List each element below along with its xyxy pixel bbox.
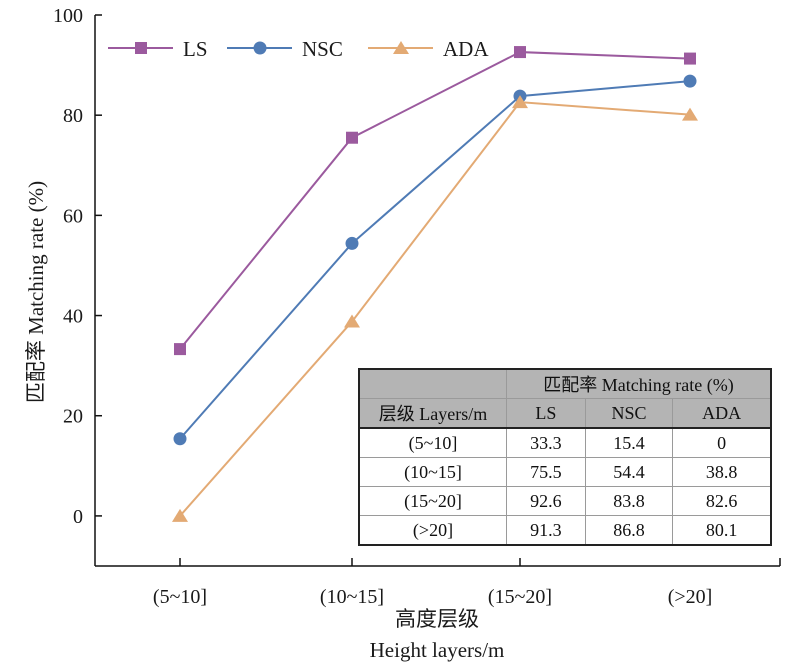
data-point-triangle	[344, 314, 360, 328]
table-cell: 15.4	[584, 427, 674, 458]
table-col-header: ADA	[672, 398, 772, 429]
data-point-triangle	[172, 508, 188, 522]
legend-item-nsc: NSC	[227, 37, 343, 61]
table-cell: 83.8	[584, 486, 674, 516]
series-line	[179, 101, 691, 517]
table-cell: 0	[672, 427, 772, 458]
series-line	[179, 80, 691, 440]
data-point-circle	[173, 432, 187, 446]
table-cell: 80.1	[672, 515, 772, 546]
table-row-label: (5~10]	[358, 427, 507, 458]
data-point-circle	[683, 74, 697, 88]
legend-label: NSC	[302, 37, 343, 61]
table-row: (10~15] 75.5 54.4 38.8	[358, 457, 772, 487]
x-tick-label: (5~10]	[153, 586, 207, 608]
table-cell: 38.8	[672, 457, 772, 487]
table-row: (>20] 91.3 86.8 80.1	[358, 515, 772, 546]
table-col-header: NSC	[584, 398, 674, 429]
table-cell: 33.3	[506, 427, 586, 458]
series-line	[179, 51, 691, 350]
table-col-header: LS	[506, 398, 586, 429]
legend: LS NSC ADA	[108, 37, 489, 61]
legend-item-ada: ADA	[368, 37, 489, 61]
y-tick-label: 20	[63, 406, 83, 428]
y-tick-label: 100	[53, 5, 83, 27]
series-ls	[174, 46, 696, 356]
y-ticks: 0 20 40 60 80 100	[53, 5, 102, 528]
x-ticks: (5~10] (10~15] (15~20] (>20]	[153, 558, 712, 608]
table-row-label: (15~20]	[358, 486, 507, 516]
data-point-circle	[345, 236, 359, 250]
table-column-header-row: 层级 Layers/m LS NSC ADA	[358, 398, 772, 429]
table-row-header: 层级 Layers/m	[358, 398, 507, 429]
table-group-header: 匹配率 Matching rate (%)	[506, 368, 772, 399]
legend-marker-triangle	[393, 41, 409, 54]
series-ada	[172, 95, 698, 522]
table-cell: 92.6	[506, 486, 586, 516]
x-tick-label: (>20]	[668, 586, 713, 608]
legend-label: LS	[183, 37, 208, 61]
data-point-square	[684, 52, 696, 65]
series-nsc	[173, 74, 697, 446]
axes	[94, 15, 781, 567]
legend-item-ls: LS	[108, 37, 208, 61]
series-layer	[172, 46, 698, 522]
data-point-triangle	[682, 107, 698, 121]
y-tick-label: 40	[63, 306, 83, 328]
table-corner-cell	[358, 368, 507, 399]
data-table: 匹配率 Matching rate (%) 层级 Layers/m LS NSC…	[358, 368, 772, 546]
data-point-square	[174, 343, 186, 356]
table-cell: 82.6	[672, 486, 772, 516]
table-cell: 91.3	[506, 515, 586, 546]
y-tick-label: 0	[73, 506, 83, 528]
data-point-triangle	[512, 95, 528, 109]
legend-marker-circle	[253, 41, 267, 55]
table-group-header-row: 匹配率 Matching rate (%)	[358, 368, 772, 399]
x-tick-label: (15~20]	[488, 586, 552, 608]
y-tick-label: 80	[63, 105, 83, 127]
x-tick-label: (10~15]	[320, 586, 384, 608]
table-row: (5~10] 33.3 15.4 0	[358, 427, 772, 458]
data-point-square	[346, 131, 358, 144]
y-tick-label: 60	[63, 205, 83, 227]
legend-label: ADA	[443, 37, 489, 61]
table-cell: 54.4	[584, 457, 674, 487]
legend-marker-square	[135, 42, 147, 54]
x-axis-title-cn: 高度层级	[395, 607, 479, 631]
x-axis-title-en: Height layers/m	[370, 638, 505, 662]
table-cell: 75.5	[506, 457, 586, 487]
table-row-label: (>20]	[358, 515, 507, 546]
table-row: (15~20] 92.6 83.8 82.6	[358, 486, 772, 516]
data-point-square	[514, 46, 526, 59]
table-cell: 86.8	[584, 515, 674, 546]
y-axis-title: 匹配率 Matching rate (%)	[24, 181, 48, 403]
table-row-label: (10~15]	[358, 457, 507, 487]
